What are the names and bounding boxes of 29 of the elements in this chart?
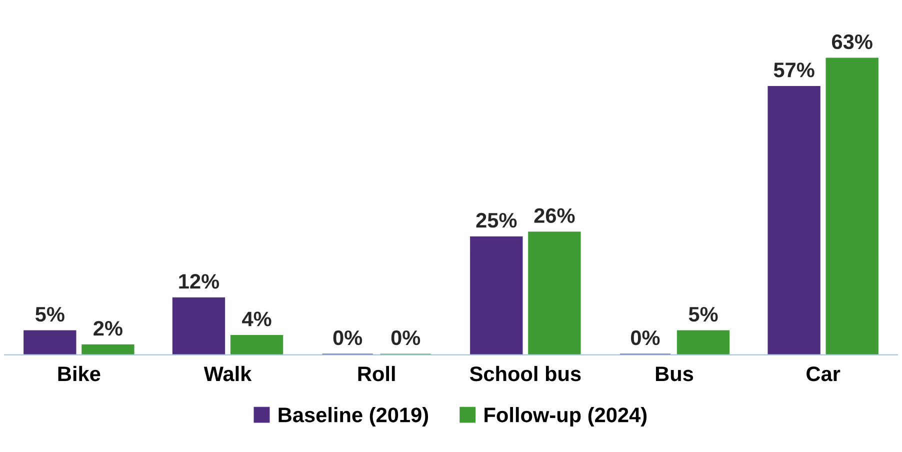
x-tick-label: Walk: [204, 366, 252, 382]
bar: [82, 344, 134, 355]
bar: [24, 330, 76, 355]
bar: [676, 330, 730, 355]
bar: [172, 297, 226, 355]
bar: [470, 236, 523, 355]
data-label: 4%: [242, 312, 272, 326]
data-label: 63%: [832, 34, 872, 50]
data-label: 5%: [35, 306, 64, 322]
data-label: 0%: [391, 330, 420, 346]
bar: [768, 86, 820, 355]
data-label: 2%: [94, 320, 122, 336]
data-label: 0%: [333, 330, 362, 346]
data-label: 57%: [774, 62, 814, 78]
bar: [230, 334, 284, 355]
bar: [528, 232, 581, 355]
legend-label: Follow-up (2024): [484, 407, 647, 426]
x-tick-label: Car: [806, 366, 840, 382]
data-label: 25%: [476, 212, 517, 228]
data-label: 0%: [630, 330, 660, 346]
bar: [826, 58, 878, 355]
data-label: 26%: [534, 208, 575, 223]
legend-label: Baseline (2019): [278, 407, 428, 426]
x-tick-label: Roll: [358, 366, 395, 382]
x-tick-label: School bus: [470, 366, 581, 382]
data-label: 12%: [179, 274, 220, 289]
x-tick-label: Bus: [656, 366, 694, 382]
x-tick-label: Bike: [58, 366, 100, 382]
data-label: 5%: [688, 306, 718, 322]
